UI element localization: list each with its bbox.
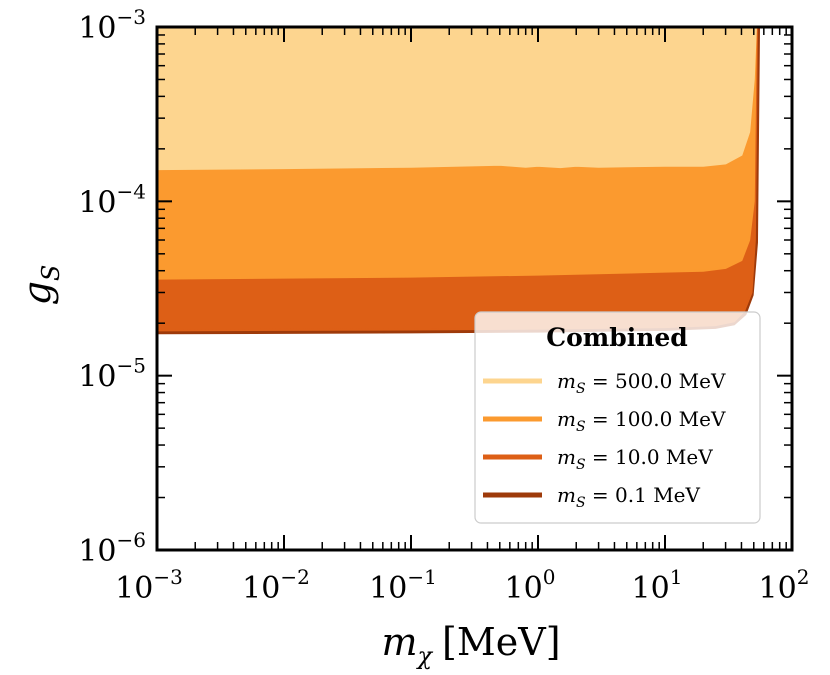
legend-box <box>474 311 761 524</box>
x-tick-label: 10−1 <box>369 565 437 606</box>
x-axis-label: mχ [MeV] <box>381 620 560 670</box>
legend-entry-label: mS = 10.0 MeV <box>557 445 713 473</box>
legend: Combined mS = 500.0 MeV mS = 100.0 MeV mS … <box>474 311 761 524</box>
x-tick-label: 101 <box>632 565 683 606</box>
x-tick-label: 10−3 <box>115 565 183 606</box>
y-axis-label: gS <box>15 265 65 306</box>
y-tick-label: 10−4 <box>78 179 146 220</box>
y-tick-label: 10−5 <box>78 354 146 395</box>
x-tick-label: 100 <box>505 565 556 606</box>
y-tick-label: 10−3 <box>78 5 146 46</box>
area-m-s-500-0-mev <box>157 27 757 171</box>
x-tick-labels: 10−3 10−2 10−1 100 101 102 <box>115 565 809 606</box>
chart-areas <box>157 27 761 335</box>
x-tick-label: 102 <box>759 565 810 606</box>
x-tick-label: 10−2 <box>242 565 310 606</box>
plot-frame <box>155 25 794 552</box>
legend-title: Combined <box>546 323 688 352</box>
y-tick-labels: 10−6 10−5 10−4 10−3 <box>78 5 146 569</box>
y-tick-label: 10−6 <box>78 528 146 569</box>
legend-entry-label: mS = 0.1 MeV <box>557 483 701 511</box>
legend-entry-label: mS = 500.0 MeV <box>557 369 726 397</box>
legend-entry-label: mS = 100.0 MeV <box>557 407 726 435</box>
